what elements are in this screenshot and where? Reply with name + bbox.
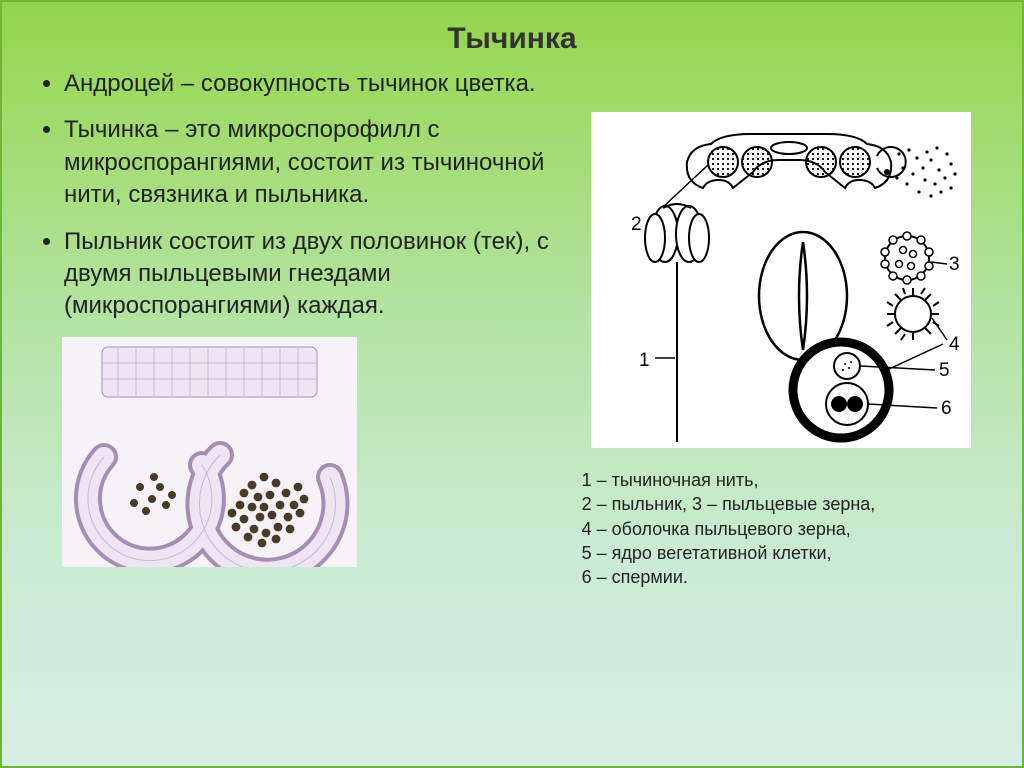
content-row: Андроцей – совокупность тычинок цветка. … [32, 64, 992, 589]
micrograph-image [62, 337, 357, 567]
legend-line: 6 – спермии. [582, 565, 1004, 589]
diagram-label-6: 6 [941, 398, 952, 419]
bullet-item: Пыльник состоит из двух половинок (тек),… [64, 226, 560, 323]
bullet-item: Тычинка – это микроспорофилл с микроспор… [64, 114, 560, 211]
legend-line: 1 – тычиночная нить, [582, 468, 1004, 492]
diagram-label-3: 3 [949, 254, 960, 275]
diagram-label-1: 1 [639, 350, 650, 371]
page-title: Тычинка [32, 22, 992, 56]
diagram-label-2: 2 [631, 214, 642, 235]
diagram-image: 1 2 3 4 5 6 [591, 112, 971, 448]
diagram-legend: 1 – тычиночная нить, 2 – пыльник, 3 – пы… [558, 468, 1004, 589]
diagram-label-4: 4 [949, 334, 960, 355]
bullet-item: Андроцей – совокупность тычинок цветка. [64, 68, 560, 100]
slide: Тычинка Андроцей – совокупность тычинок … [0, 0, 1024, 768]
legend-line: 5 – ядро вегетативной клетки, [582, 541, 1004, 565]
diagram-label-5: 5 [939, 360, 950, 381]
bullet-list: Андроцей – совокупность тычинок цветка. … [32, 68, 560, 323]
left-column: Андроцей – совокупность тычинок цветка. … [32, 64, 570, 567]
legend-line: 4 – оболочка пыльцевого зерна, [582, 517, 1004, 541]
legend-line: 2 – пыльник, 3 – пыльцевые зерна, [582, 492, 1004, 516]
right-column: 1 2 3 4 5 6 1 – тычиночная нить, 2 – пыл… [570, 64, 992, 589]
